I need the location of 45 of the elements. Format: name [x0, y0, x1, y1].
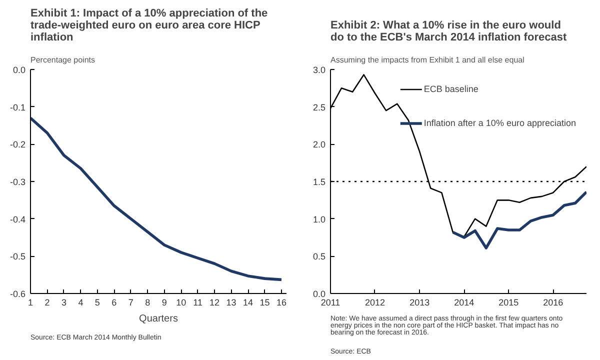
x-tick-label: 11 [193, 298, 202, 308]
x-tick-label: 7 [128, 298, 134, 308]
y-tick-label: 2.0 [312, 140, 326, 150]
x-tick-label: 13 [226, 298, 236, 308]
chart-title: Exhibit 1: Impact of a 10% appreciation of the trade-weighted euro on euro area core HICP inflation [30, 8, 268, 44]
y-tick-label: -0.5 [10, 252, 26, 262]
y-tick-label: 0.0 [12, 65, 26, 75]
chart-subtitle: Percentage points [30, 56, 95, 64]
x-tick-label: 5 [94, 298, 100, 308]
legend-label: Inflation after a 10% euro appreciation [424, 118, 576, 128]
y-tick-label: -0.1 [10, 102, 26, 112]
chart-subtitle: Assuming the impacts from Exhibit 1 and all else equal [330, 56, 525, 64]
x-tick-label: 3 [61, 298, 66, 308]
y-tick-label: 3.0 [312, 65, 326, 75]
y-tick-label: -0.4 [10, 214, 26, 224]
x-tick-label: 1 [28, 298, 34, 308]
x-tick-label: 15 [260, 298, 270, 308]
x-tick-label: 2 [44, 298, 50, 308]
y-tick-label: -0.6 [10, 289, 26, 299]
x-tick-label: 4 [78, 298, 84, 308]
x-tick-label: 12 [210, 298, 220, 308]
x-tick-label: 2011 [320, 298, 340, 308]
x-axis-title: Quarters [139, 314, 178, 324]
line-series [30, 116, 283, 282]
line-series [451, 190, 586, 250]
y-tick-label: 0.5 [312, 252, 326, 262]
x-tick-label: 2012 [364, 298, 386, 308]
x-tick-label: 16 [276, 298, 286, 308]
x-tick-label: 14 [243, 298, 254, 308]
y-tick-label: 1.0 [312, 214, 326, 224]
x-tick-label: 2015 [498, 298, 519, 308]
x-tick-label: 2016 [543, 298, 564, 308]
chart-title: Exhibit 2: What a 10% rise in the euro would do to the ECB's March 2014 inflation forecast [330, 20, 567, 44]
x-tick-label: 9 [162, 298, 167, 308]
x-tick-label: 10 [176, 298, 186, 308]
y-tick-label: 1.5 [312, 177, 326, 187]
y-tick-label: -0.2 [10, 140, 26, 150]
x-tick-label: 8 [145, 298, 150, 308]
y-tick-label: 2.5 [312, 102, 326, 112]
x-tick-label: 2014 [454, 298, 474, 308]
legend-label: ECB baseline [424, 84, 478, 94]
x-tick-label: 6 [112, 298, 117, 308]
x-tick-label: 2013 [410, 298, 430, 308]
y-tick-label: -0.3 [10, 177, 26, 187]
y-tick-label: 0.0 [312, 289, 326, 299]
